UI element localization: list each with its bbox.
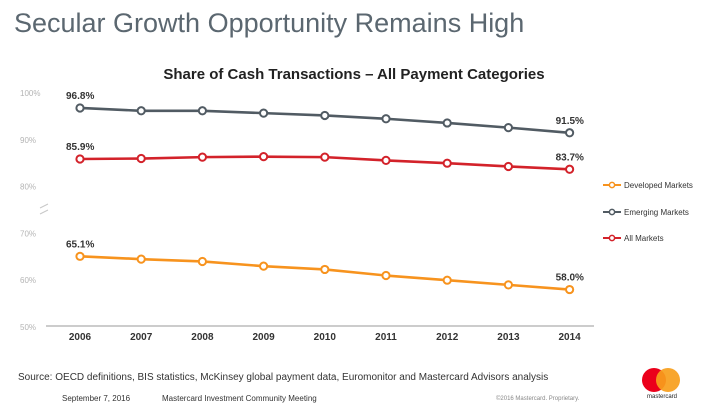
data-label-end-all: 83.7% xyxy=(556,152,584,163)
x-tick-label: 2014 xyxy=(558,332,581,343)
data-label-start-developed: 65.1% xyxy=(66,239,94,250)
x-tick-label: 2012 xyxy=(436,332,459,343)
data-label-end-developed: 58.0% xyxy=(556,273,584,284)
x-tick-label: 2006 xyxy=(69,332,92,343)
data-point-developed xyxy=(197,256,207,267)
logo-orange-circle xyxy=(656,368,680,392)
data-point-emerging xyxy=(381,114,391,124)
data-point-emerging xyxy=(503,123,513,133)
x-tick-label: 2008 xyxy=(191,332,214,343)
data-point-all xyxy=(75,154,85,164)
legend-label: Emerging Markets xyxy=(624,208,689,217)
legend-swatch-point xyxy=(608,234,616,242)
meeting-name: Mastercard Investment Community Meeting xyxy=(162,394,317,403)
x-tick-label: 2007 xyxy=(130,332,153,343)
data-point-developed xyxy=(136,254,146,264)
y-tick-label: 100% xyxy=(20,89,40,98)
y-tick-label: 70% xyxy=(20,229,36,238)
data-point-emerging xyxy=(136,106,146,116)
y-tick-label: 60% xyxy=(20,276,36,285)
data-point-all xyxy=(320,152,330,162)
meeting-date: September 7, 2016 xyxy=(62,394,131,403)
legend-label: All Markets xyxy=(624,234,664,243)
legend-swatch-point xyxy=(608,181,616,189)
data-point-emerging xyxy=(197,106,207,116)
data-point-developed xyxy=(75,251,85,261)
data-point-developed xyxy=(503,280,513,290)
data-point-developed xyxy=(259,261,269,271)
copyright: ©2016 Mastercard. Proprietary. xyxy=(496,396,580,402)
data-point-all xyxy=(503,161,513,172)
data-point-emerging xyxy=(75,103,85,113)
data-point-developed xyxy=(442,275,452,285)
data-point-developed xyxy=(320,264,330,275)
data-label-end-emerging: 91.5% xyxy=(556,116,584,127)
data-point-developed xyxy=(565,284,575,295)
chart-title: Share of Cash Transactions – All Payment… xyxy=(163,66,544,83)
mastercard-logo: mastercard xyxy=(642,366,688,408)
data-point-all xyxy=(136,153,146,164)
data-point-all xyxy=(381,155,391,165)
axis-break-mark xyxy=(39,203,49,209)
data-point-all xyxy=(259,152,269,162)
data-point-emerging xyxy=(565,128,575,138)
logo-wordmark: mastercard xyxy=(646,394,677,400)
y-tick-label: 90% xyxy=(20,136,36,145)
x-tick-label: 2010 xyxy=(314,332,337,343)
data-point-emerging xyxy=(259,108,269,118)
data-label-start-emerging: 96.8% xyxy=(66,91,94,102)
slide-title: Secular Growth Opportunity Remains High xyxy=(14,8,525,38)
x-tick-label: 2011 xyxy=(375,332,397,343)
y-tick-label: 80% xyxy=(20,183,36,192)
data-point-all xyxy=(565,164,575,174)
legend-swatch-point xyxy=(608,208,616,216)
axis-break-mark xyxy=(39,209,49,215)
y-tick-label: 50% xyxy=(20,323,36,332)
data-label-start-all: 85.9% xyxy=(66,142,94,153)
data-point-all xyxy=(442,158,452,168)
legend-label: Developed Markets xyxy=(624,181,693,190)
data-point-emerging xyxy=(442,118,452,128)
data-point-all xyxy=(197,152,207,162)
data-point-emerging xyxy=(320,110,330,121)
x-tick-label: 2013 xyxy=(497,332,520,343)
source-note: Source: OECD definitions, BIS statistics… xyxy=(18,372,549,383)
x-tick-label: 2009 xyxy=(252,332,275,343)
data-point-developed xyxy=(381,270,391,281)
